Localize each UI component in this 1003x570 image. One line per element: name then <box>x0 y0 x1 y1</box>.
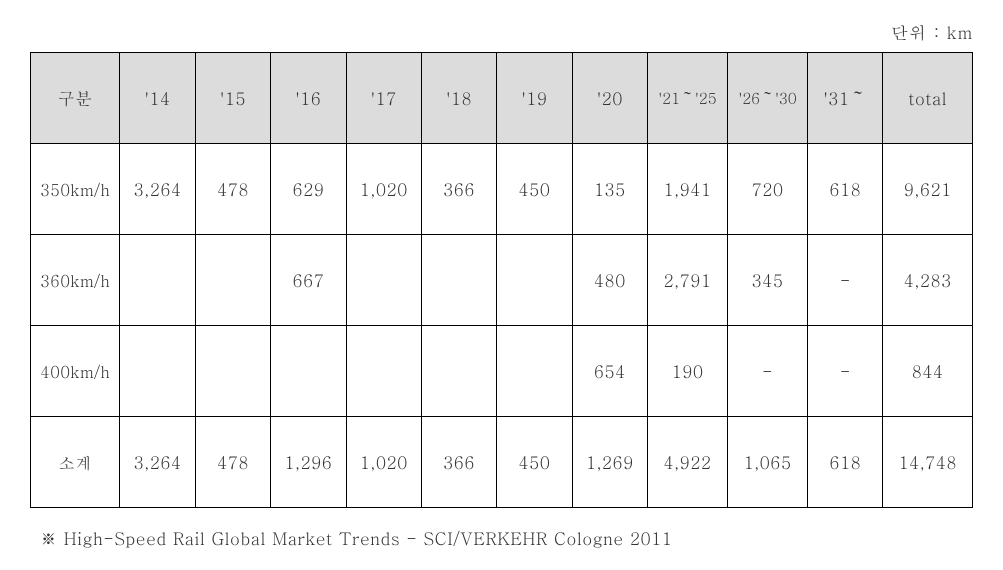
col-header: '21～'25 <box>648 53 728 144</box>
cell: 667 <box>271 235 346 326</box>
row-label: 350km/h <box>31 144 120 235</box>
col-header: '14 <box>120 53 195 144</box>
cell: 1,020 <box>346 144 421 235</box>
cell: 1,296 <box>271 417 346 508</box>
cell <box>120 235 195 326</box>
unit-label: 단위 : km <box>20 20 973 44</box>
cell: 4,283 <box>883 235 973 326</box>
cell: 618 <box>808 144 883 235</box>
cell <box>421 235 496 326</box>
cell: 9,621 <box>883 144 973 235</box>
cell: 654 <box>572 326 647 417</box>
cell: 480 <box>572 235 647 326</box>
col-header: total <box>883 53 973 144</box>
cell: - <box>808 235 883 326</box>
cell: 4,922 <box>648 417 728 508</box>
cell <box>271 326 346 417</box>
cell: 478 <box>195 144 270 235</box>
cell: 366 <box>421 417 496 508</box>
col-header: '26～'30 <box>728 53 808 144</box>
cell: 450 <box>497 144 572 235</box>
cell: 478 <box>195 417 270 508</box>
cell: 14,748 <box>883 417 973 508</box>
col-header: 구분 <box>31 53 120 144</box>
cell <box>421 326 496 417</box>
row-label: 360km/h <box>31 235 120 326</box>
col-header: '31～ <box>808 53 883 144</box>
cell: 1,065 <box>728 417 808 508</box>
cell: 366 <box>421 144 496 235</box>
row-label: 400km/h <box>31 326 120 417</box>
cell <box>346 235 421 326</box>
row-label: 소계 <box>31 417 120 508</box>
cell: 450 <box>497 417 572 508</box>
cell <box>195 326 270 417</box>
cell <box>346 326 421 417</box>
cell: 345 <box>728 235 808 326</box>
cell <box>497 326 572 417</box>
cell: 720 <box>728 144 808 235</box>
cell: 618 <box>808 417 883 508</box>
table-header-row: 구분'14'15'16'17'18'19'20'21～'25'26～'30'31… <box>31 53 973 144</box>
cell: 1,269 <box>572 417 647 508</box>
col-header: '15 <box>195 53 270 144</box>
cell <box>120 326 195 417</box>
table-row: 350km/h3,2644786291,0203664501351,941720… <box>31 144 973 235</box>
data-table: 구분'14'15'16'17'18'19'20'21～'25'26～'30'31… <box>30 52 973 508</box>
cell: 3,264 <box>120 144 195 235</box>
cell: 629 <box>271 144 346 235</box>
cell: - <box>728 326 808 417</box>
table-row: 400km/h 654190--844 <box>31 326 973 417</box>
col-header: '17 <box>346 53 421 144</box>
cell: 844 <box>883 326 973 417</box>
col-header: '20 <box>572 53 647 144</box>
cell: 2,791 <box>648 235 728 326</box>
footnote: ※ High-Speed Rail Global Market Trends -… <box>40 526 973 550</box>
cell <box>195 235 270 326</box>
cell: 1,020 <box>346 417 421 508</box>
cell: 135 <box>572 144 647 235</box>
cell: 1,941 <box>648 144 728 235</box>
col-header: '18 <box>421 53 496 144</box>
table-row: 소계3,2644781,2961,0203664501,2694,9221,06… <box>31 417 973 508</box>
table-row: 360km/h 667 4802,791345-4,283 <box>31 235 973 326</box>
cell: - <box>808 326 883 417</box>
cell: 3,264 <box>120 417 195 508</box>
col-header: '16 <box>271 53 346 144</box>
cell: 190 <box>648 326 728 417</box>
cell <box>497 235 572 326</box>
col-header: '19 <box>497 53 572 144</box>
